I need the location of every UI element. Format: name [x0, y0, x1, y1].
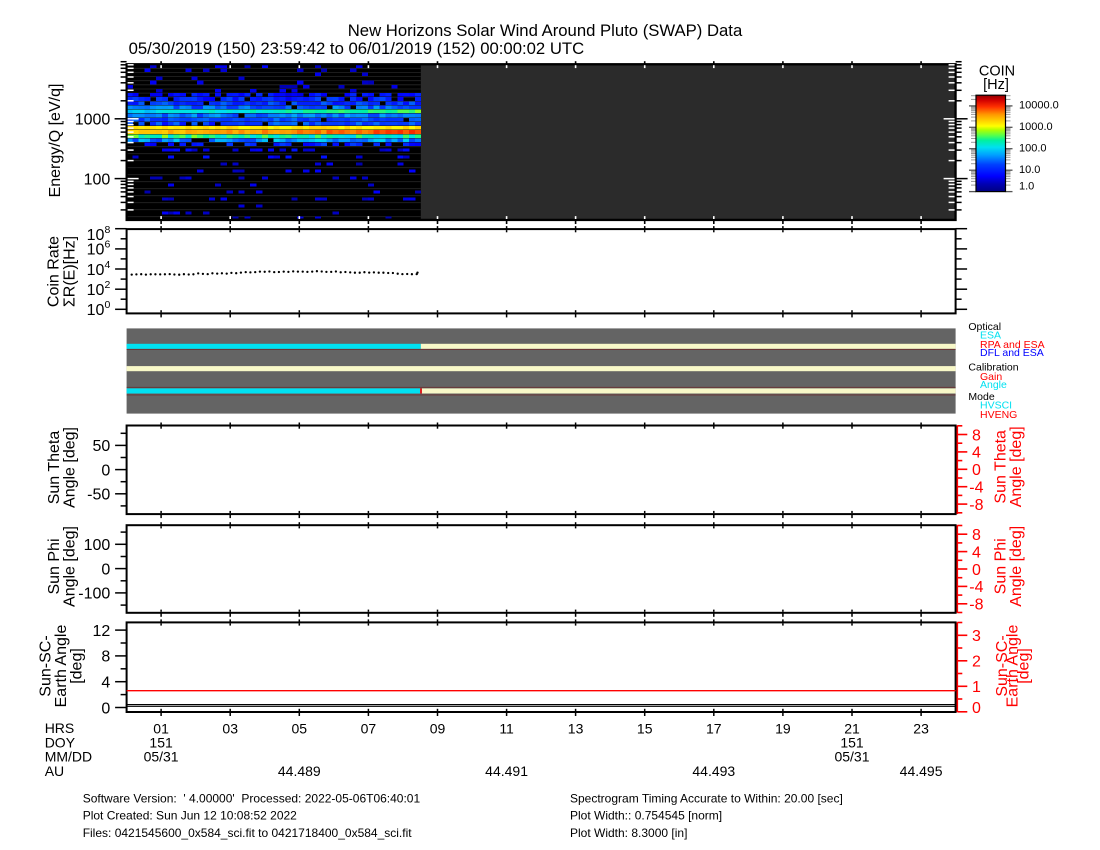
svg-text:05: 05: [292, 720, 308, 736]
svg-text:23: 23: [913, 720, 929, 736]
svg-text:44.491: 44.491: [485, 763, 528, 779]
svg-text:ESA: ESA: [980, 329, 1001, 341]
svg-text:09: 09: [430, 720, 446, 736]
svg-text:Earth Angle: Earth Angle: [53, 625, 70, 708]
svg-text:Plot Width:: 0.754545 [norm]: Plot Width:: 0.754545 [norm]: [570, 809, 722, 823]
svg-text:Mode: Mode: [968, 391, 994, 403]
svg-text:Optical: Optical: [968, 321, 1001, 333]
svg-text:8: 8: [972, 527, 981, 544]
svg-text:Sun Theta: Sun Theta: [992, 430, 1009, 504]
svg-text:100: 100: [84, 537, 111, 554]
svg-text:4: 4: [972, 445, 981, 462]
svg-text:17: 17: [706, 720, 722, 736]
svg-text:100.0: 100.0: [1019, 142, 1047, 154]
svg-text:8: 8: [972, 427, 981, 444]
svg-text:HVSCI: HVSCI: [980, 400, 1012, 412]
svg-text:2: 2: [972, 654, 981, 671]
svg-text:RPA and ESA: RPA and ESA: [980, 339, 1045, 351]
svg-text:Plot Width: 8.3000 [in]: Plot Width: 8.3000 [in]: [570, 826, 687, 840]
svg-text:0: 0: [972, 562, 981, 579]
svg-text:50: 50: [93, 438, 111, 455]
svg-text:Gain: Gain: [980, 371, 1002, 383]
svg-text:1000: 1000: [75, 112, 111, 129]
svg-text:Earth Angle: Earth Angle: [1005, 625, 1022, 708]
svg-text:Angle [deg]: Angle [deg]: [62, 427, 79, 508]
svg-text:151: 151: [840, 734, 864, 750]
svg-text:-4: -4: [969, 579, 983, 596]
svg-text:05/31: 05/31: [834, 749, 869, 765]
svg-text:3: 3: [972, 628, 981, 645]
svg-text:0: 0: [101, 462, 110, 479]
svg-text:12: 12: [93, 623, 111, 640]
svg-text:-8: -8: [969, 497, 983, 514]
svg-text:21: 21: [844, 720, 860, 736]
svg-text:10.0: 10.0: [1019, 164, 1040, 176]
svg-text:1000.0: 1000.0: [1019, 121, 1053, 133]
svg-text:[Hz]: [Hz]: [983, 77, 1009, 93]
svg-text:05/30/2019 (150) 23:59:42 to 0: 05/30/2019 (150) 23:59:42 to 06/01/2019 …: [129, 39, 585, 58]
svg-text:13: 13: [568, 720, 584, 736]
svg-text:Sun Phi: Sun Phi: [992, 538, 1009, 594]
svg-text:MM/DD: MM/DD: [45, 749, 92, 765]
svg-text:1.0: 1.0: [1019, 181, 1034, 193]
svg-text:ΣR(E)[Hz]: ΣR(E)[Hz]: [61, 236, 78, 307]
svg-text:Sun Theta: Sun Theta: [46, 431, 63, 505]
svg-text:0: 0: [101, 700, 110, 717]
svg-text:19: 19: [775, 720, 791, 736]
svg-text:HVENG: HVENG: [980, 409, 1017, 421]
svg-text:[deg]: [deg]: [1016, 648, 1033, 684]
svg-text:COIN: COIN: [979, 64, 1015, 80]
svg-text:03: 03: [222, 720, 238, 736]
svg-text:Sun-SC-: Sun-SC-: [38, 635, 55, 696]
svg-text:AU: AU: [45, 763, 64, 779]
svg-text:Files: 0421545600_0x584_sci.fi: Files: 0421545600_0x584_sci.fit to 04217…: [83, 826, 413, 840]
svg-text:Calibration: Calibration: [968, 362, 1018, 374]
svg-text:Angle: Angle: [980, 379, 1007, 391]
svg-text:151: 151: [149, 734, 173, 750]
svg-text:Angle [deg]: Angle [deg]: [62, 526, 79, 607]
svg-text:DFL and ESA: DFL and ESA: [980, 347, 1044, 359]
svg-text:Sun-SC-: Sun-SC-: [994, 635, 1011, 696]
svg-text:10000.0: 10000.0: [1019, 100, 1059, 112]
svg-text:-50: -50: [87, 487, 110, 504]
svg-text:0: 0: [101, 561, 110, 578]
svg-text:4: 4: [101, 675, 110, 692]
svg-text:8: 8: [101, 649, 110, 666]
svg-text:-100: -100: [78, 586, 110, 603]
svg-text:100: 100: [84, 171, 111, 188]
svg-text:Sun Phi: Sun Phi: [46, 538, 63, 594]
svg-text:Spectrogram Timing Accurate to: Spectrogram Timing Accurate to Within: 2…: [570, 791, 843, 805]
svg-text:Coin Rate: Coin Rate: [45, 236, 62, 307]
svg-text:0: 0: [972, 462, 981, 479]
svg-text:07: 07: [361, 720, 377, 736]
svg-text:44.493: 44.493: [692, 763, 735, 779]
svg-text:11: 11: [499, 720, 514, 736]
svg-text:01: 01: [153, 720, 169, 736]
svg-text:Angle [deg]: Angle [deg]: [1008, 526, 1025, 607]
svg-text:44.495: 44.495: [900, 763, 943, 779]
svg-text:0: 0: [972, 700, 981, 717]
svg-text:Angle [deg]: Angle [deg]: [1008, 426, 1025, 507]
svg-text:1: 1: [972, 679, 981, 696]
svg-text:-4: -4: [969, 480, 983, 497]
svg-text:Plot Created: Sun Jun 12 10:08: Plot Created: Sun Jun 12 10:08:52 2022: [83, 809, 297, 823]
svg-text:HRS: HRS: [45, 720, 75, 736]
svg-text:15: 15: [637, 720, 653, 736]
svg-text:05/31: 05/31: [144, 749, 179, 765]
svg-text:4: 4: [972, 544, 981, 561]
svg-text:New Horizons Solar Wind Around: New Horizons Solar Wind Around Pluto (SW…: [348, 21, 743, 40]
svg-text:-8: -8: [969, 597, 983, 614]
svg-text:44.489: 44.489: [278, 763, 321, 779]
svg-text:[deg]: [deg]: [69, 648, 86, 684]
svg-text:DOY: DOY: [45, 734, 76, 750]
svg-text:Energy/Q [eV/q]: Energy/Q [eV/q]: [47, 84, 64, 198]
svg-text:Software Version: ' 4.00000': Software Version: ' 4.00000' Processed: …: [83, 791, 421, 805]
